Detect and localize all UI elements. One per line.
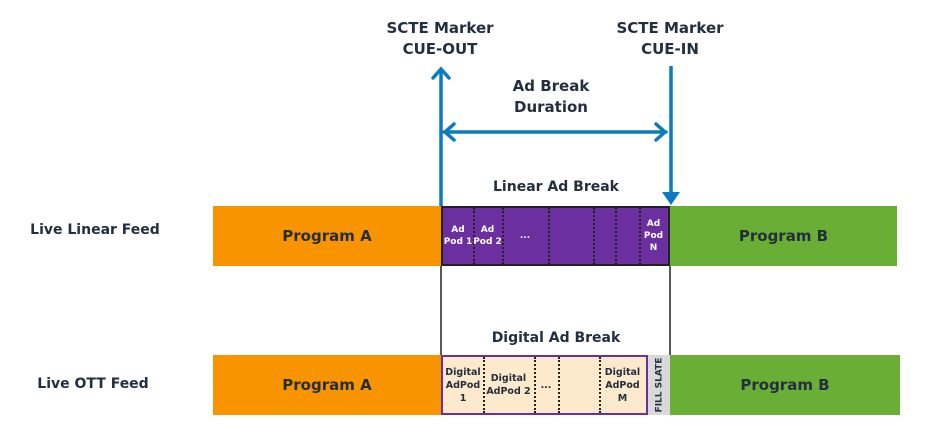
ad-pod-n: Ad Pod N — [643, 219, 664, 253]
ad-pod-2: Ad Pod 2 — [473, 225, 502, 247]
cue-out-arrow-icon — [431, 66, 451, 208]
linear-program-a: Program A — [213, 206, 441, 266]
digital-adpod-2: Digital AdPod 2 — [486, 373, 531, 397]
linear-feed-label: Live Linear Feed — [30, 222, 160, 238]
ott-program-a: Program A — [213, 355, 441, 415]
pod-divider — [615, 208, 617, 264]
cue-out-label: SCTE Marker CUE-OUT — [375, 18, 505, 60]
digital-break-title: Digital Ad Break — [491, 330, 621, 346]
linear-ad-break: Ad Pod 1 Ad Pod 2 ... Ad Pod N — [441, 206, 670, 266]
digital-ad-break: Digital AdPod 1 Digital AdPod 2 ... Digi… — [441, 355, 648, 415]
pod-divider — [502, 208, 504, 264]
fill-slate-label: FILL SLATE — [654, 357, 664, 413]
cue-out-line2: CUE-OUT — [402, 40, 478, 58]
ott-feed-label: Live OTT Feed — [37, 376, 149, 392]
fill-slate: FILL SLATE — [648, 355, 670, 415]
digital-adpod-1: Digital AdPod 1 — [445, 366, 481, 404]
cue-in-line2: CUE-IN — [641, 40, 699, 58]
pod-divider — [593, 208, 595, 264]
linear-program-b: Program B — [670, 206, 897, 266]
ad-pod-ellipsis: ... — [519, 231, 531, 241]
pod-divider — [599, 357, 601, 413]
pod-divider — [534, 357, 536, 413]
ad-pod-1: Ad Pod 1 — [443, 225, 473, 247]
pod-divider — [483, 357, 485, 413]
pod-divider — [639, 208, 641, 264]
ott-program-b: Program B — [670, 355, 900, 415]
cue-in-label: SCTE Marker CUE-IN — [605, 18, 735, 60]
cue-in-arrow-icon — [662, 66, 680, 205]
cue-out-line1: SCTE Marker — [386, 19, 494, 37]
pod-divider — [558, 357, 560, 413]
digital-adpod-ellipsis: ... — [540, 379, 552, 391]
linear-break-title: Linear Ad Break — [493, 179, 619, 195]
cue-in-line1: SCTE Marker — [616, 19, 724, 37]
duration-double-arrow-icon — [442, 122, 668, 142]
digital-adpod-m: Digital AdPod M — [604, 366, 641, 404]
duration-label: Ad Break Duration — [496, 76, 606, 118]
duration-line1: Ad Break — [512, 77, 590, 95]
pod-divider — [473, 208, 475, 264]
duration-line2: Duration — [514, 98, 588, 116]
pod-divider — [548, 208, 550, 264]
